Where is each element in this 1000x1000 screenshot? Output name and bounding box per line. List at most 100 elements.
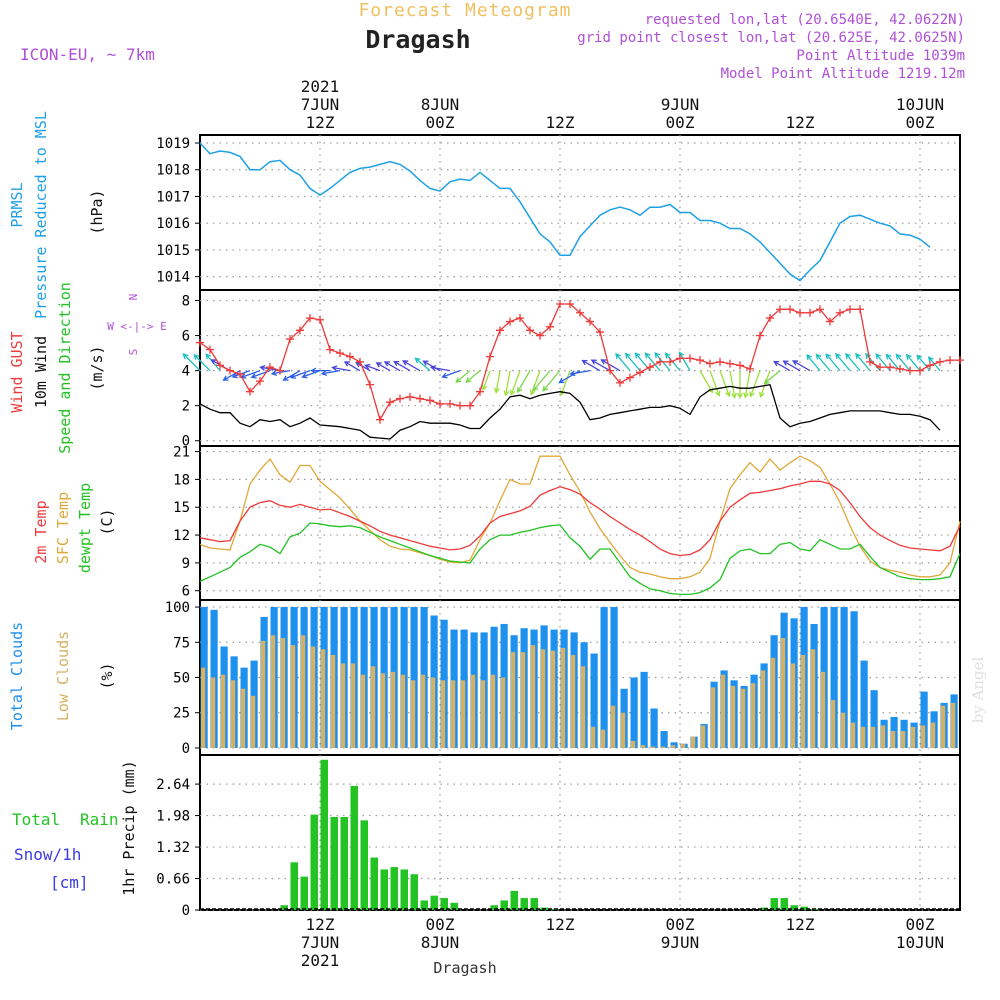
time-bottom-label: 9JUN — [661, 933, 700, 952]
time-bottom-label: 12Z — [786, 915, 815, 934]
precip-bar — [390, 867, 398, 910]
wind-tick-label: 8 — [182, 294, 190, 310]
wind-gust-point — [326, 345, 334, 354]
clouds-tick-label: 75 — [173, 635, 190, 651]
wind-dir-arrow — [503, 370, 511, 397]
compass-n: N — [127, 294, 140, 301]
wind-gust-point — [626, 373, 634, 382]
wind-gust-point — [696, 356, 704, 365]
model-altitude: Model Point Altitude 1219.12m — [721, 66, 965, 82]
wind-tick-label: 6 — [182, 329, 190, 345]
wind-dir-arrow — [481, 370, 491, 391]
wind-compass: N W <-|-> E S — [107, 294, 167, 356]
time-top-label: 10JUN — [896, 95, 944, 114]
precip-bar — [520, 898, 528, 910]
low-cloud-bar — [251, 695, 256, 748]
low-cloud-bar — [531, 645, 536, 748]
wind-gust-point — [306, 314, 314, 323]
compass-s: S — [127, 349, 140, 356]
pressure-ylabel-1: PRMSL — [8, 182, 26, 227]
low-cloud-bar — [291, 645, 296, 748]
total-cloud-bar — [920, 691, 928, 748]
wind-gust-point — [706, 359, 714, 368]
wind-gust-point — [656, 357, 664, 366]
wind-dir-arrow — [590, 359, 611, 372]
low-cloud-bar — [731, 685, 736, 748]
low-cloud-bar — [571, 654, 576, 748]
wind-gust-point — [446, 399, 454, 408]
time-bottom-label: 00Z — [426, 915, 455, 934]
low-cloud-bar — [921, 725, 926, 748]
total-cloud-bar — [590, 653, 598, 748]
wind-dir-arrow — [729, 370, 737, 399]
time-top-label: 00Z — [426, 113, 455, 132]
precip-bar — [530, 898, 538, 910]
wind-dir-arrow — [709, 370, 721, 397]
wind-gust-point — [886, 363, 894, 372]
low-cloud-bar — [941, 705, 946, 748]
time-bottom-label: 8JUN — [421, 933, 460, 952]
wind-gust-point — [916, 366, 924, 375]
clouds-tick-label: 0 — [182, 741, 190, 757]
precip-bar — [360, 820, 368, 910]
cloud-ylabel-3: (%) — [98, 662, 116, 689]
precip-panel: 0 0.66 1.32 1.98 2.64 — [156, 754, 961, 919]
wind-dir-arrow — [331, 365, 351, 372]
time-top-label: 00Z — [666, 113, 695, 132]
wind-gust-point — [776, 305, 784, 314]
wind-dir-arrow — [644, 352, 661, 372]
wind-gust-point — [346, 352, 354, 361]
total-cloud-bar — [850, 611, 858, 748]
wind-tick-label: 2 — [182, 399, 190, 415]
bottom-location: Dragash — [433, 959, 496, 977]
wind-gust-point — [486, 352, 494, 361]
clouds-tick-label: 50 — [173, 671, 190, 687]
precip-tick-label: 0 — [182, 903, 190, 919]
low-cloud-bar — [461, 680, 466, 748]
precip-bar — [490, 905, 498, 910]
wind-gust-point — [866, 357, 874, 366]
low-cloud-bar — [431, 677, 436, 748]
wind-gust-point — [736, 361, 744, 370]
pressure-panel: 1014 1015 1016 1017 1018 1019 — [156, 134, 961, 291]
pressure-line — [199, 142, 931, 282]
panels: 1014101510161017101810190246869121518210… — [156, 134, 964, 919]
low-cloud-bar — [601, 729, 606, 748]
pressure-tick-label: 1016 — [156, 216, 190, 232]
temp-tick-label: 12 — [173, 528, 190, 544]
low-cloud-bar — [851, 722, 856, 748]
low-cloud-bar — [221, 674, 226, 748]
time-top-label: 7JUN — [301, 95, 340, 114]
low-cloud-bar — [361, 674, 366, 748]
time-top-label: 9JUN — [661, 95, 700, 114]
low-cloud-bar — [681, 743, 686, 748]
precip-legend-unit: [cm] — [50, 873, 89, 892]
wind-dir-arrow — [895, 353, 911, 372]
total-cloud-bar — [870, 690, 878, 748]
low-cloud-bar — [281, 638, 286, 748]
time-top-label: 12Z — [306, 113, 335, 132]
low-cloud-bar — [841, 712, 846, 748]
wind-ylabel-2: 10m Wind — [32, 336, 50, 408]
precip-bar — [430, 895, 438, 910]
sfc-temp-line — [199, 455, 961, 580]
low-cloud-bar — [901, 731, 906, 748]
wind-gust-point — [536, 331, 544, 340]
wind-dir-arrow — [773, 360, 791, 372]
precip-bar — [380, 869, 388, 910]
wind-gust-point — [876, 363, 884, 372]
clouds-tick-label: 100 — [165, 600, 190, 616]
low-cloud-bar — [911, 726, 916, 748]
precip-legend-rain: Rain — [80, 810, 119, 829]
precip-bar — [780, 898, 788, 910]
wind-dir-arrow — [301, 370, 321, 379]
wind-dir-arrow — [569, 369, 591, 377]
pressure-ylabel-3: (hPa) — [88, 189, 106, 234]
low-cloud-bar — [511, 652, 516, 748]
temp-tick-label: 18 — [173, 472, 190, 488]
temp-ylabel-4: (C) — [98, 508, 116, 535]
wind-dir-arrow — [875, 353, 891, 372]
wind-gust-point — [416, 394, 424, 403]
wind-gust-point — [396, 394, 404, 403]
